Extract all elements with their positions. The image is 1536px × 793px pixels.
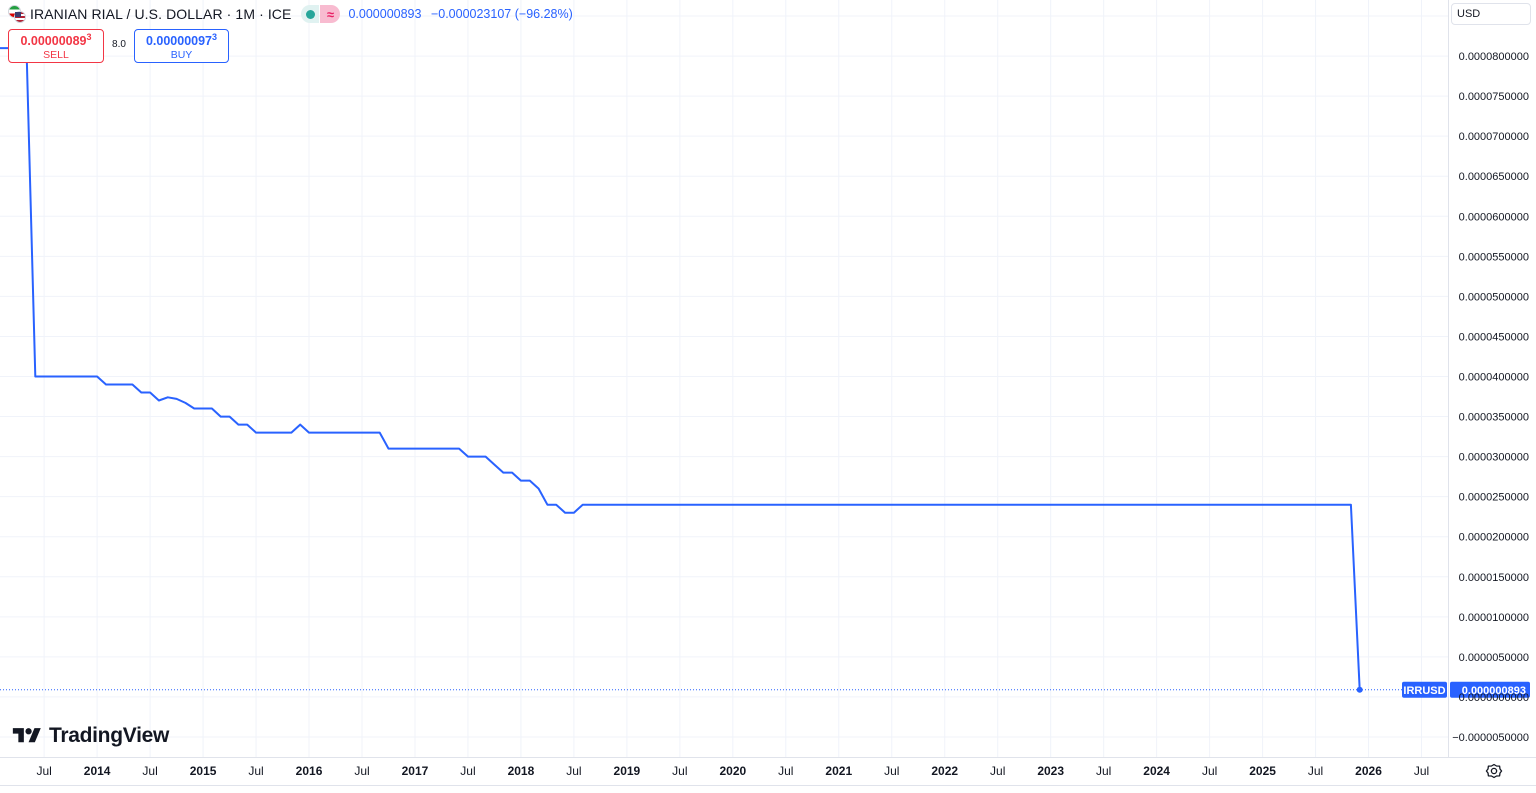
tradingview-logo[interactable]: TradingView (11, 724, 169, 748)
chart-series: IRRUSD 0.000000893 (0, 47, 1530, 698)
settings-gear-icon[interactable] (1484, 761, 1504, 781)
y-tick-label: 0.0000350000 (1459, 412, 1529, 424)
chart-axis-labels: 0.00008500000.00008000000.00007500000.00… (36, 11, 1529, 778)
y-tick-label: 0.0000700000 (1459, 131, 1529, 143)
y-tick-label: 0.0000400000 (1459, 371, 1529, 383)
sell-price: 0.000000893 (20, 32, 92, 49)
x-tick-label: 2018 (508, 764, 535, 778)
x-tick-label: Jul (566, 764, 581, 778)
series-name-tag: IRRUSD (1403, 685, 1445, 697)
x-tick-label: Jul (354, 764, 369, 778)
series-name-tag-bg (1402, 681, 1447, 698)
tradingview-logo-text: TradingView (49, 724, 170, 747)
tradingview-logo-icon (12, 728, 41, 743)
y-tick-label: 0.0000650000 (1459, 171, 1529, 183)
x-tick-label: 2020 (719, 764, 746, 778)
last-price-value: 0.000000893 −0.000023107 (−96.28%) (348, 7, 572, 21)
last-price-tag: 0.000000893 (1462, 685, 1526, 697)
x-tick-label: 2017 (402, 764, 429, 778)
symbol-title[interactable]: IRANIAN RIAL / U.S. DOLLAR · 1M · ICE (30, 6, 292, 22)
spread-value: 8.0 (112, 39, 126, 50)
x-tick-label: Jul (1202, 764, 1217, 778)
last-price-tag-bg (1450, 681, 1530, 698)
buy-button[interactable]: 0.000000973 BUY (134, 29, 229, 63)
y-tick-label: 0.0000100000 (1459, 612, 1529, 624)
last-price: 0.000000893 (348, 7, 422, 21)
y-tick-label: −0.0000050000 (1452, 732, 1529, 744)
x-tick-label: 2014 (84, 764, 111, 778)
market-open-dot-icon[interactable] (301, 5, 320, 23)
y-tick-label: 0.0000200000 (1459, 532, 1529, 544)
y-tick-label: 0.0000500000 (1459, 291, 1529, 303)
x-tick-label: Jul (778, 764, 793, 778)
x-tick-label: 2025 (1249, 764, 1276, 778)
y-tick-label: 0.0000250000 (1459, 492, 1529, 504)
x-tick-label: 2015 (190, 764, 217, 778)
y-tick-label: 0.0000750000 (1459, 91, 1529, 103)
chart-legend-header: IRANIAN RIAL / U.S. DOLLAR · 1M · ICE ≈ … (8, 4, 573, 24)
x-tick-label: Jul (142, 764, 157, 778)
buy-label: BUY (170, 49, 193, 62)
y-tick-label: 0.0000300000 (1459, 452, 1529, 464)
x-tick-label: Jul (36, 764, 51, 778)
x-tick-label: 2022 (931, 764, 958, 778)
chart-grid (0, 0, 1448, 757)
x-tick-label: Jul (460, 764, 475, 778)
y-tick-label: 0.0000450000 (1459, 331, 1529, 343)
x-tick-label: 2016 (296, 764, 323, 778)
x-tick-label: Jul (1308, 764, 1323, 778)
delayed-data-wave-icon[interactable]: ≈ (320, 5, 341, 23)
x-tick-label: Jul (990, 764, 1005, 778)
y-tick-label: 0.0000050000 (1459, 652, 1529, 664)
x-tick-label: 2019 (614, 764, 641, 778)
buy-price: 0.000000973 (145, 32, 218, 49)
y-tick-label: 0.0000150000 (1459, 572, 1529, 584)
x-tick-label: Jul (1414, 764, 1429, 778)
currency-pair-flags-icon (8, 5, 26, 23)
price-change-percent: (−96.28%) (514, 7, 573, 21)
x-tick-label: Jul (672, 764, 687, 778)
x-tick-label: 2021 (825, 764, 852, 778)
y-tick-label: 0.0000000000 (1459, 692, 1529, 704)
x-tick-label: 2023 (1037, 764, 1064, 778)
x-tick-label: 2024 (1143, 764, 1170, 778)
y-tick-label: 0.0000600000 (1459, 211, 1529, 223)
x-tick-label: Jul (1096, 764, 1111, 778)
x-tick-label: Jul (248, 764, 263, 778)
sell-button[interactable]: 0.000000893 SELL (8, 29, 104, 63)
price-change: −0.000023107 (430, 7, 512, 21)
currency-selector[interactable]: USD (1451, 3, 1531, 25)
last-point-marker (1356, 686, 1363, 693)
x-tick-label: Jul (884, 764, 899, 778)
y-tick-label: 0.0000550000 (1459, 251, 1529, 263)
x-tick-label: 2026 (1355, 764, 1382, 778)
sell-label: SELL (43, 49, 69, 62)
y-tick-label: 0.0000800000 (1459, 51, 1529, 63)
series-line-irrusd (0, 47, 1361, 690)
